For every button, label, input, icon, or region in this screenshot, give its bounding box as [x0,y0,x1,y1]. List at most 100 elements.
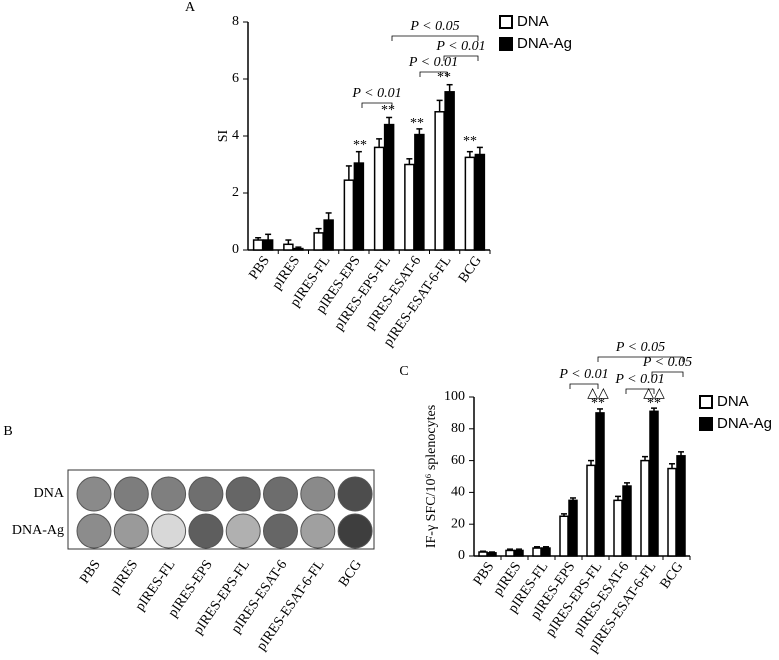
x-tick-label: BCG [658,560,687,592]
row-label: DNA-Ag [12,523,64,538]
y-axis-label: IF-γ SFC/10⁶ splenocytes [424,405,439,548]
significance-label: P < 0.05 [642,355,692,370]
significance-mark: ** [647,396,661,411]
y-tick-label: 60 [451,453,465,468]
y-tick-label: 40 [451,485,465,500]
bar [383,123,395,251]
well [76,513,112,549]
bar [586,464,596,557]
bar [595,412,605,557]
well [337,476,373,512]
well [225,513,261,549]
bar [622,485,632,557]
bar [262,239,274,251]
significance-label: P < 0.01 [408,55,458,70]
bar [568,499,578,557]
row-label: DNA [34,486,65,501]
y-tick-label: 2 [232,185,239,200]
well [76,476,112,512]
significance-bracket [625,388,655,394]
y-tick-label: 0 [458,548,465,563]
significance-label: P < 0.01 [435,39,485,54]
significance-mark: △△ [643,386,665,401]
bar [373,146,385,251]
bar [505,549,515,557]
bar [676,455,686,557]
significance-bracket [361,102,393,108]
significance-label: P < 0.05 [615,340,665,355]
significance-mark: ** [463,134,477,149]
well [151,513,187,549]
significance-bracket [419,71,448,77]
column-label: pIRES-ESAT-6-FL [254,558,328,654]
significance-bracket [597,356,684,362]
bar [541,547,551,557]
significance-bracket [651,371,684,377]
well [188,476,224,512]
well [113,476,149,512]
well [300,513,336,549]
significance-mark: ** [381,103,395,118]
significance-mark: ** [410,116,424,131]
bar [464,156,476,251]
well [188,513,224,549]
significance-mark: ** [437,70,451,85]
plate-frame [67,469,375,550]
significance-mark: ** [353,138,367,153]
column-label: PBS [77,558,104,587]
significance-mark: △△ [587,386,609,401]
well [300,476,336,512]
y-tick-label: 6 [232,71,239,86]
y-tick-label: 20 [451,516,465,531]
bar [478,551,488,557]
y-tick-label: 100 [444,389,465,404]
legend-label: DNA-Ag [717,415,772,432]
legend-swatch [499,37,513,51]
significance-label: P < 0.01 [614,372,664,387]
significance-label: P < 0.05 [409,19,459,34]
well [337,513,373,549]
bar [252,239,264,251]
bar [353,162,365,251]
panel-label: C [399,364,408,379]
bar [444,91,455,251]
bar [514,549,524,557]
legend-label: DNA-Ag [517,35,572,52]
significance-bracket [443,55,479,61]
bar [404,163,415,251]
bar [640,459,650,557]
bar [283,243,294,251]
x-tick-label: PBS [246,254,273,283]
bar [667,467,677,557]
well [263,476,298,512]
bar [414,133,425,251]
column-label: BCG [336,558,365,590]
significance-label: P < 0.01 [558,367,608,382]
bar [323,219,334,251]
well [151,476,187,512]
column-label: pIRES [108,558,142,597]
significance-bracket [391,35,479,41]
legend-label: DNA [717,393,749,410]
significance-bracket [569,383,599,389]
bar [532,547,542,557]
x-tick-label: BCG [456,254,485,286]
x-tick-label: PBS [471,560,498,589]
panel-label: B [3,424,12,439]
bar [313,232,324,251]
legend-swatch [699,395,713,409]
y-tick-label: 80 [451,421,465,436]
well [113,513,149,549]
bar [293,247,304,251]
y-axis-label: SI [216,129,231,142]
legend-swatch [499,15,513,29]
bar [487,552,497,557]
legend-swatch [699,417,713,431]
bar [434,111,445,251]
well [263,513,298,549]
significance-mark: ** [591,396,605,411]
bar [343,179,355,251]
well [225,476,261,512]
bar [474,153,486,251]
